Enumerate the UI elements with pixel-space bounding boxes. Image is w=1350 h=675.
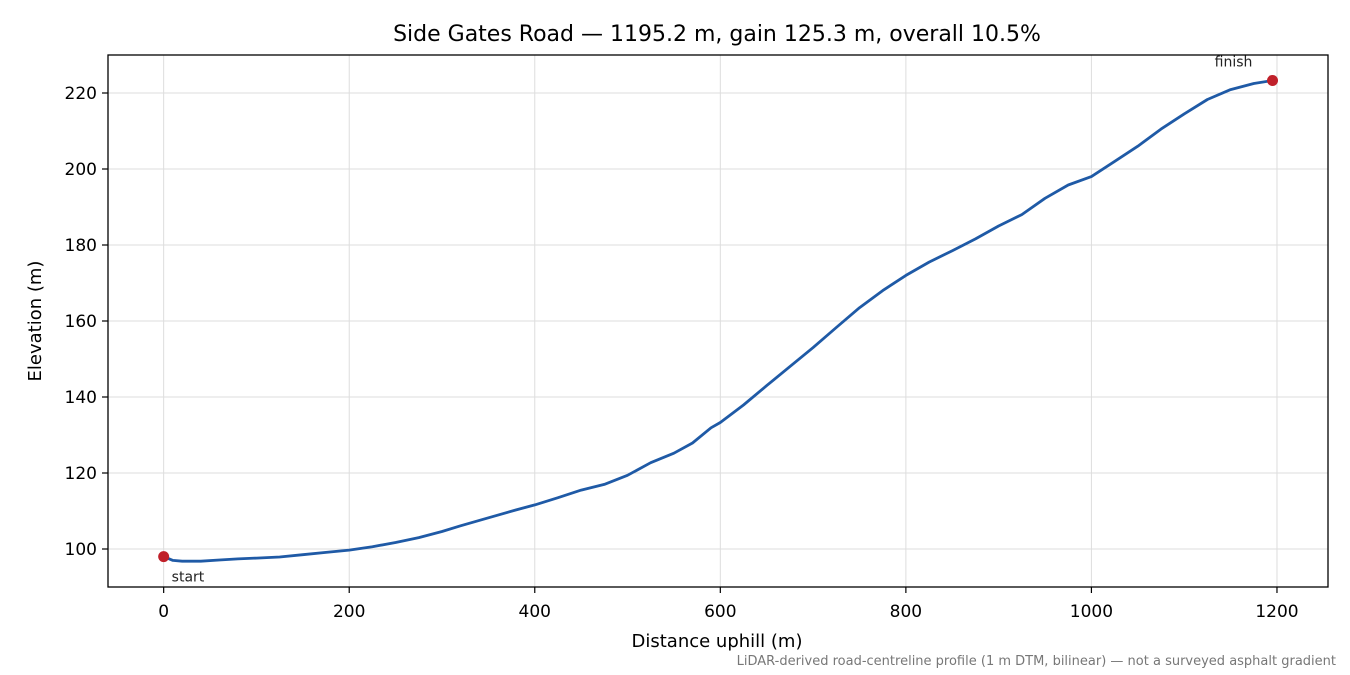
- y-tick-label: 160: [65, 312, 97, 332]
- y-tick-label: 100: [65, 540, 97, 560]
- x-tick-label: 1000: [1070, 602, 1113, 622]
- x-tick-label: 400: [519, 602, 551, 622]
- elevation-line: [162, 79, 1274, 563]
- y-tick-label: 120: [65, 464, 97, 484]
- y-tick-label: 220: [65, 84, 97, 104]
- y-tick-label: 180: [65, 236, 97, 256]
- grid-lines: [108, 55, 1328, 587]
- start-point-marker: [158, 551, 170, 563]
- x-tick-label: 800: [890, 602, 922, 622]
- y-axis-ticks: 100 120 140 160 180 200 220: [65, 84, 108, 560]
- start-label: start: [172, 570, 205, 586]
- y-tick-label: 140: [65, 388, 97, 408]
- footnote: LiDAR-derived road-centreline profile (1…: [737, 654, 1336, 669]
- chart-title: Side Gates Road — 1195.2 m, gain 125.3 m…: [393, 22, 1041, 47]
- x-tick-label: 600: [704, 602, 736, 622]
- x-axis-ticks: 0 200 400 600 800 1000 1200: [158, 587, 1299, 622]
- x-axis-label: Distance uphill (m): [632, 631, 803, 652]
- y-axis-label: Elevation (m): [25, 261, 46, 382]
- finish-label: finish: [1215, 54, 1253, 70]
- x-tick-label: 200: [333, 602, 365, 622]
- x-tick-label: 1200: [1255, 602, 1298, 622]
- finish-point-marker: [1267, 74, 1279, 86]
- y-tick-label: 200: [65, 160, 97, 180]
- x-tick-label: 0: [158, 602, 169, 622]
